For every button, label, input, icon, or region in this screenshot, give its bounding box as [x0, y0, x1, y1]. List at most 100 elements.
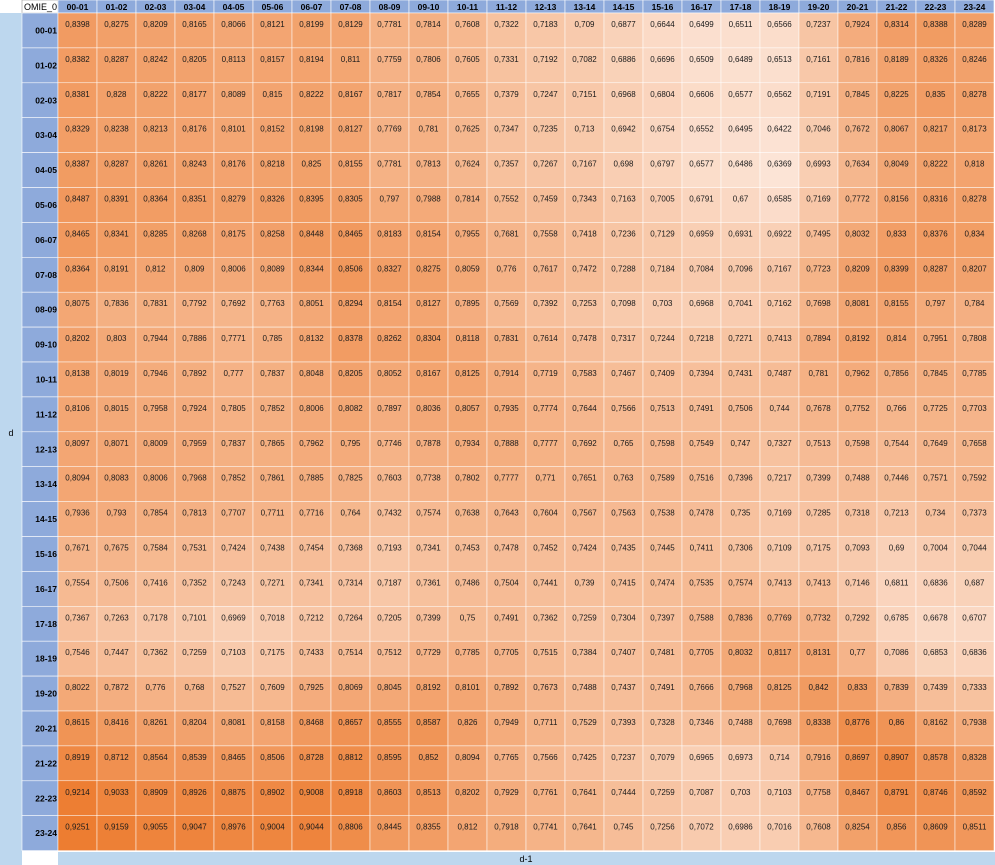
heatmap-cell-fill [369, 396, 410, 433]
heatmap-cell-value: 0,7935 [494, 404, 519, 413]
heatmap-cell-fill [408, 815, 449, 851]
heatmap-cell-fill [642, 640, 683, 677]
heatmap-cell-fill [57, 396, 98, 433]
heatmap-cell-value: 0,8275 [104, 20, 129, 29]
heatmap-cell-20-21-03-04: 0,8204 [174, 710, 215, 747]
heatmap-cell-09-10-04-05: 0,7771 [213, 326, 254, 363]
heatmap-cell-fill [798, 257, 839, 293]
heatmap-cell-value: 0,6973 [728, 753, 753, 762]
heatmap-cell-10-11-08-09: 0,8052 [369, 361, 410, 398]
heatmap-cell-fill [837, 571, 878, 607]
heatmap-cell-value: 0,7888 [494, 439, 519, 448]
heatmap-cell-08-09-21-22: 0,8155 [876, 291, 917, 328]
heatmap-cell-fill [213, 47, 254, 84]
heatmap-cell-08-09-23-24: 0,784 [954, 291, 995, 328]
heatmap-cell-06-07-09-10: 0,8154 [408, 222, 449, 258]
row-header-label: 10-11 [36, 374, 58, 384]
heatmap-cell-07-08-20-21: 0,8209 [837, 257, 878, 293]
heatmap-cell-fill [837, 640, 878, 677]
heatmap-cell-fill [798, 117, 839, 153]
heatmap-cell-value: 0,8209 [143, 20, 168, 29]
heatmap-cell-fill [252, 361, 293, 398]
heatmap-cell-19-20-00-01: 0,8022 [57, 675, 98, 712]
column-header-01-02: 01-02 [96, 0, 137, 14]
heatmap-cell-21-22-05-06: 0,8506 [252, 745, 293, 782]
heatmap-cell-fill [213, 117, 254, 153]
heatmap-cell-02-03-12-13: 0,7247 [525, 82, 566, 118]
heatmap-cell-value: 0,8209 [845, 264, 870, 273]
heatmap-cell-value: 0,6836 [962, 648, 987, 657]
heatmap-cell-15-16-03-04: 0,7531 [174, 536, 215, 572]
heatmap-cell-fill [174, 640, 215, 677]
heatmap-cell-01-02-14-15: 0,6886 [603, 47, 644, 84]
heatmap-cell-09-10-16-17: 0,7218 [681, 326, 722, 363]
heatmap-cell-fill [135, 571, 176, 607]
heatmap-cell-fill [213, 466, 254, 502]
heatmap-cell-02-03-03-04: 0,8177 [174, 82, 215, 118]
heatmap-cell-fill [954, 152, 995, 188]
heatmap-cell-fill [915, 117, 956, 153]
heatmap-cell-fill [564, 47, 605, 84]
heatmap-cell-fill [330, 536, 371, 572]
heatmap-cell-fill [681, 710, 722, 747]
heatmap-cell-value: 0,7259 [182, 648, 207, 657]
heatmap-cell-fill [876, 815, 917, 851]
heatmap-cell-fill [291, 640, 332, 677]
heatmap-cell-23-24-17-18: 0,6986 [720, 815, 761, 851]
heatmap-cell-03-04-12-13: 0,7235 [525, 117, 566, 153]
heatmap-cell-16-17-05-06: 0,7271 [252, 571, 293, 607]
heatmap-cell-fill [525, 466, 566, 502]
heatmap-cell-fill [174, 431, 215, 467]
heatmap-cell-fill [135, 222, 176, 258]
heatmap-cell-fill [447, 257, 488, 293]
heatmap-cell-09-10-17-18: 0,7271 [720, 326, 761, 363]
heatmap-cell-18-19-16-17: 0,7705 [681, 640, 722, 677]
heatmap-cell-18-19-01-02: 0,7447 [96, 640, 137, 677]
heatmap-cell-04-05-01-02: 0,8287 [96, 152, 137, 188]
heatmap-cell-21-22-12-13: 0,7566 [525, 745, 566, 782]
heatmap-cell-value: 0,9008 [299, 788, 324, 797]
heatmap-cell-fill [369, 675, 410, 712]
heatmap-cell-fill [564, 501, 605, 537]
column-header-08-09: 08-09 [369, 0, 410, 14]
heatmap-cell-14-15-14-15: 0,7563 [603, 501, 644, 537]
heatmap-cell-value: 0,703 [730, 788, 751, 797]
heatmap-cell-fill [291, 12, 332, 49]
heatmap-cell-16-17-14-15: 0,7415 [603, 571, 644, 607]
heatmap-cell-value: 0,8243 [182, 160, 207, 169]
heatmap-cell-fill [915, 222, 956, 258]
heatmap-cell-fill [135, 745, 176, 782]
heatmap-cell-19-20-14-15: 0,7437 [603, 675, 644, 712]
heatmap-cell-value: 0,7831 [494, 334, 519, 343]
heatmap-cell-value: 0,7409 [650, 369, 675, 378]
heatmap-cell-value: 0,7852 [260, 404, 285, 413]
heatmap-cell-fill [603, 431, 644, 467]
heatmap-cell-03-04-16-17: 0,6552 [681, 117, 722, 153]
heatmap-cell-fill [720, 291, 761, 328]
heatmap-cell-06-07-13-14: 0,7418 [564, 222, 605, 258]
heatmap-cell-03-04-01-02: 0,8238 [96, 117, 137, 153]
heatmap-cell-16-17-03-04: 0,7352 [174, 571, 215, 607]
heatmap-cell-value: 0,735 [730, 509, 751, 518]
heatmap-cell-20-21-23-24: 0,7938 [954, 710, 995, 747]
heatmap-cell-fill [642, 396, 683, 433]
heatmap-cell-17-18-17-18: 0,7836 [720, 606, 761, 642]
heatmap-cell-value: 0,7267 [533, 160, 558, 169]
heatmap-cell-01-02-04-05: 0,8113 [213, 47, 254, 84]
column-header-16-17: 16-17 [681, 0, 722, 14]
heatmap-cell-value: 0,7413 [806, 578, 831, 587]
heatmap-cell-value: 0,6797 [650, 160, 675, 169]
heatmap-cell-23-24-16-17: 0,7072 [681, 815, 722, 851]
heatmap-cell-05-06-17-18: 0,67 [720, 187, 761, 223]
heatmap-cell-fill [720, 117, 761, 153]
row-header-cell [21, 745, 59, 782]
heatmap-cell-10-11-17-18: 0,7431 [720, 361, 761, 398]
heatmap-cell-14-15-15-16: 0,7538 [642, 501, 683, 537]
heatmap-cell-21-22-00-01: 0,8919 [57, 745, 98, 782]
heatmap-cell-value: 0,7603 [377, 474, 402, 483]
heatmap-cell-fill [174, 47, 215, 84]
heatmap-cell-value: 0,7096 [728, 264, 753, 273]
heatmap-cell-value: 0,7929 [494, 788, 519, 797]
heatmap-cell-fill [798, 501, 839, 537]
heatmap-cell-01-02-15-16: 0,6696 [642, 47, 683, 84]
